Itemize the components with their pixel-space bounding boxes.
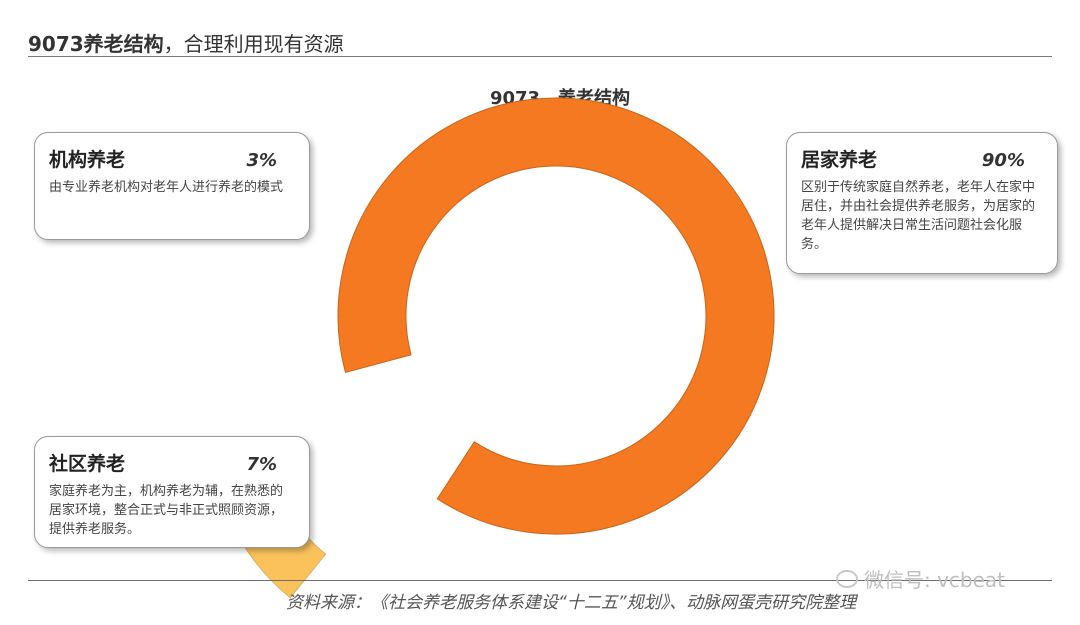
callout-home: 居家养老 90% 区别于传统家庭自然养老，老年人在家中居住，并由社会提供养老服务… [786, 132, 1058, 274]
callout-institution-desc: 由专业养老机构对老年人进行养老的模式 [49, 180, 284, 195]
callout-institution-name: 机构养老 [49, 149, 126, 171]
watermark-text: 微信号: vcbeat [864, 568, 1006, 592]
callout-home-pct: 90% [981, 150, 1025, 171]
page-title-rest: ，合理利用现有资源 [163, 32, 344, 56]
title-divider [28, 56, 1052, 57]
page-title: 9073养老结构，合理利用现有资源 [28, 28, 344, 57]
donut-slice-1 [337, 97, 775, 535]
callout-institution: 机构养老 3% 由专业养老机构对老年人进行养老的模式 [34, 132, 310, 240]
callout-institution-pct: 3% [246, 150, 277, 171]
callout-community: 社区养老 7% 家庭养老为主，机构养老为辅，在熟悉的居家环境，整合正式与非正式照… [34, 436, 310, 548]
watermark: 微信号: vcbeat [836, 564, 1005, 593]
callout-community-name: 社区养老 [49, 453, 126, 475]
wechat-icon [836, 569, 858, 588]
callout-community-desc: 家庭养老为主，机构养老为辅，在熟悉的居家环境，整合正式与非正式照顾资源，提供养老… [49, 484, 284, 537]
source-note: 资料来源：《社会养老服务体系建设“十二五”规划》、动脉网蛋壳研究院整理 [286, 593, 857, 613]
callout-community-pct: 7% [246, 454, 277, 475]
callout-home-name: 居家养老 [801, 149, 878, 171]
page-title-bold: 9073养老结构 [28, 32, 164, 56]
footer-divider [28, 580, 1052, 581]
callout-home-desc: 区别于传统家庭自然养老，老年人在家中居住，并由社会提供养老服务，为居家的老年人提… [801, 180, 1036, 252]
